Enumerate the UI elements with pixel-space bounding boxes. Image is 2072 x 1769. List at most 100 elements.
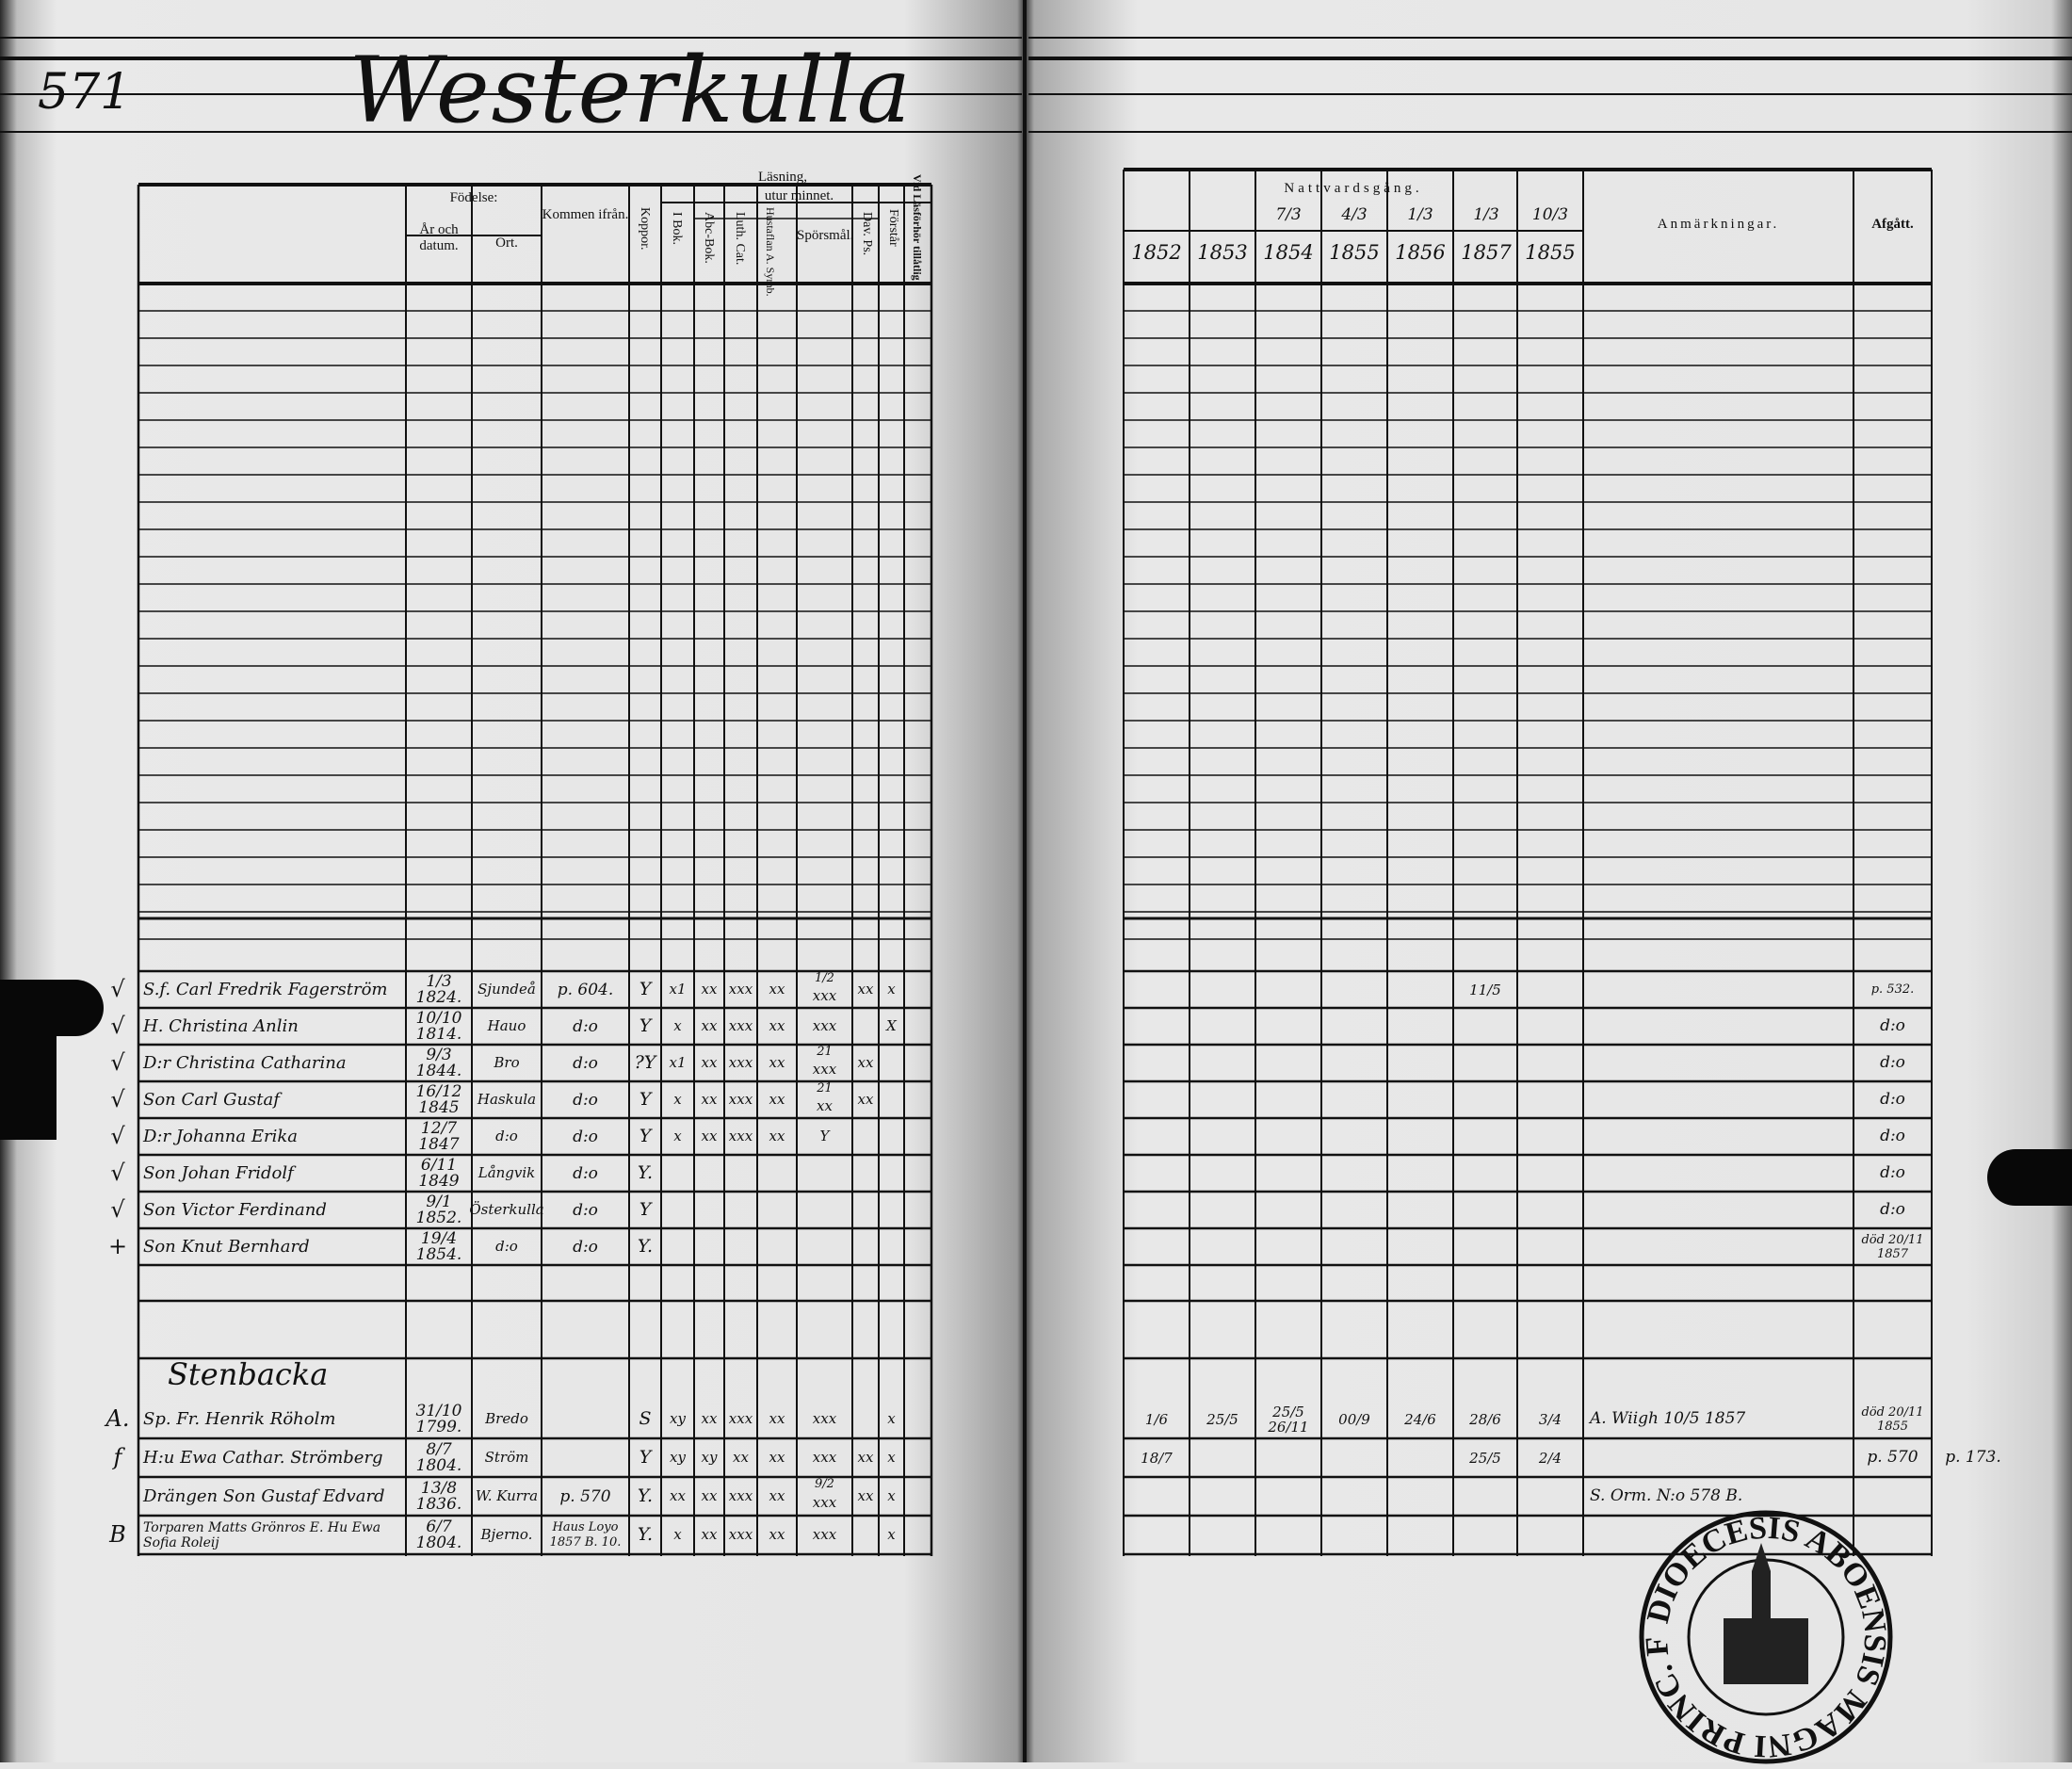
person-name: Son Knut Bernhard [143, 1236, 310, 1257]
reading-mark: xxx [812, 1525, 837, 1543]
reading-mark [852, 1228, 879, 1265]
birth-place: Ström [484, 1448, 529, 1466]
reading-mark [879, 1081, 904, 1118]
birth-date: 1/3 1824. [415, 971, 462, 1007]
reading-mark [879, 1228, 904, 1265]
row-mark: √ [110, 1085, 125, 1112]
header-utur-minnet: utur minnet. [764, 188, 834, 203]
reading-mark [797, 1228, 852, 1265]
departure-note: p. 532. [1870, 982, 1915, 997]
birth-date: 8/7 1804. [415, 1439, 462, 1475]
header-year: 1855 [1525, 241, 1576, 264]
reading-mark: xxx [728, 1053, 753, 1071]
departure-note: d:o [1880, 1016, 1905, 1035]
remark: S. Orm. N:o 578 B. [1590, 1485, 1743, 1505]
reading-mark [757, 1155, 797, 1192]
left-page-tab [0, 980, 104, 1036]
reading-mark: xx [701, 1090, 718, 1108]
row-mark: √ [110, 1122, 125, 1149]
reading-mark: xx [769, 1053, 785, 1071]
birth-date: 6/11 1849 [418, 1155, 460, 1191]
reading-mark [879, 1155, 904, 1192]
reading-mark: xx [857, 1486, 874, 1504]
reading-mark: xy [670, 1448, 686, 1466]
smallpox-mark: Y. [637, 1235, 654, 1257]
person-name: Sp. Fr. Henrik Röholm [143, 1408, 336, 1429]
reading-mark: x1 [669, 980, 687, 998]
smallpox-mark: Y. [637, 1161, 654, 1183]
left-page [0, 0, 1025, 1762]
header-year: 1852 [1131, 241, 1182, 264]
reading-mark [661, 1192, 694, 1228]
communion-date: 25/5 [1206, 1410, 1238, 1428]
birth-place: Bro [494, 1053, 520, 1071]
birth-date: 9/3 1844. [415, 1045, 462, 1080]
communion-date: 28/6 [1469, 1410, 1501, 1428]
birth-date: 6/7 1804. [415, 1517, 462, 1552]
reading-mark [724, 1228, 757, 1265]
person-name: Son Victor Ferdinand [143, 1199, 327, 1220]
header-year: 1854 [1263, 241, 1314, 264]
smallpox-mark: ?Y [634, 1051, 656, 1073]
header-sub-date: 1/3 [1473, 205, 1499, 224]
reading-mark: xx [769, 1090, 785, 1108]
reading-mark: xxx [728, 1409, 753, 1427]
church-icon [1724, 1543, 1808, 1684]
reading-mark [724, 1192, 757, 1228]
departure-note: d:o [1880, 1053, 1905, 1072]
header-abc-bok: Abc-Bok. [702, 212, 716, 264]
came-from: d:o [573, 1090, 598, 1110]
reading-note: 9/2 [815, 1477, 834, 1492]
header-dav-ps: Dav. Ps. [860, 212, 874, 256]
reading-mark: xx [857, 1090, 874, 1108]
departure-note: d:o [1880, 1127, 1905, 1145]
birth-date: 9/1 1852. [415, 1192, 462, 1227]
reading-mark: Y [819, 1127, 830, 1144]
header-i-bok: I Bok. [670, 212, 684, 245]
came-from: p. 604. [557, 980, 614, 999]
row-mark: √ [110, 975, 125, 1002]
reading-mark: xxx [812, 1016, 837, 1034]
person-name: D:r Christina Catharina [143, 1052, 347, 1073]
departure-note: p. 570 [1867, 1448, 1918, 1467]
birth-date: 10/10 1814. [415, 1008, 462, 1044]
row-mark: f [113, 1443, 122, 1470]
reading-mark: x [887, 980, 896, 998]
birth-place: d:o [495, 1127, 518, 1144]
person-name: H:u Ewa Cathar. Strömberg [143, 1447, 383, 1468]
row-mark: √ [110, 1012, 125, 1039]
row-mark: A. [105, 1404, 130, 1432]
header-sub-date: 1/3 [1407, 205, 1433, 224]
reading-mark: x [887, 1409, 896, 1427]
header-year: 1855 [1329, 241, 1380, 264]
reading-mark: xxx [812, 1409, 837, 1427]
header-kommen-ifran: Kommen ifrån. [542, 207, 629, 222]
smallpox-mark: Y [639, 1198, 652, 1220]
came-from [543, 1438, 627, 1477]
header-sub-date: 10/3 [1531, 205, 1569, 224]
birth-date: 13/8 1836. [415, 1478, 462, 1514]
reading-mark: x1 [669, 1053, 687, 1071]
reading-mark: xx [769, 980, 785, 998]
departure-note: d:o [1880, 1090, 1905, 1109]
reading-mark [694, 1228, 724, 1265]
reading-mark: xx [701, 1053, 718, 1071]
departure-note: död 20/11 1855 [1861, 1404, 1924, 1434]
smallpox-mark: Y. [637, 1485, 654, 1506]
reading-mark [694, 1192, 724, 1228]
row-mark: √ [110, 1195, 125, 1223]
reading-mark [852, 1400, 879, 1438]
header-sporsmal: Spörsmål. [797, 228, 854, 243]
reading-mark [797, 1155, 852, 1192]
smallpox-mark: Y [639, 978, 652, 999]
row-mark: + [107, 1232, 128, 1259]
birth-place: d:o [495, 1237, 518, 1255]
reading-mark: xy [701, 1448, 718, 1466]
header-hustafla-symb: Hustaflan A. Symb. [764, 207, 777, 297]
birth-place: Bjerno. [480, 1525, 533, 1543]
reading-mark: x [887, 1448, 896, 1466]
person-name: Torparen Matts Grönros E. Hu Ewa Sofia R… [143, 1519, 381, 1550]
header-sub-date: 4/3 [1341, 205, 1368, 224]
row-mark: B [109, 1520, 126, 1548]
came-from [543, 1400, 627, 1438]
